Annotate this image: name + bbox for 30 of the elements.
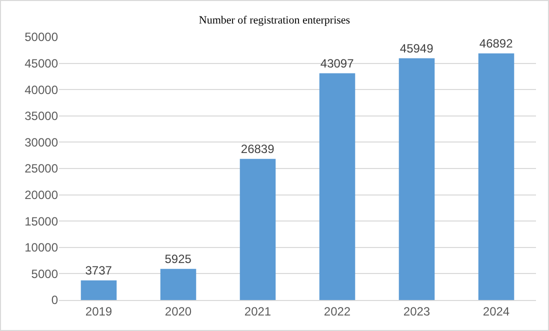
y-tick-label: 20000: [24, 188, 58, 202]
y-tick-label: 50000: [24, 30, 58, 44]
bar: [80, 280, 117, 300]
y-tick-label: 25000: [24, 162, 58, 176]
x-tick-label: 2024: [482, 304, 510, 318]
x-tick-label: 2021: [244, 304, 272, 318]
y-tick-label: 45000: [24, 56, 58, 70]
bar: [160, 268, 196, 300]
data-label: 5925: [164, 252, 192, 266]
bar: [240, 158, 276, 300]
y-tick-label: 15000: [24, 214, 58, 228]
y-tick-label: 0: [51, 293, 58, 308]
y-tick-label: 30000: [24, 135, 58, 150]
y-tick-label: 10000: [24, 240, 58, 255]
x-tick-label: 2023: [403, 304, 430, 318]
y-tick-label: 40000: [24, 82, 58, 97]
data-label: 43097: [320, 56, 354, 70]
x-tick-label: 2020: [164, 304, 192, 318]
bar: [478, 53, 514, 300]
bar: [319, 73, 356, 300]
data-label: 46892: [479, 36, 514, 50]
bar: [398, 58, 435, 300]
data-label: 45949: [400, 41, 434, 56]
y-tick-label: 5000: [31, 266, 58, 281]
x-tick-label: 2019: [85, 304, 112, 318]
y-tick-label: 35000: [24, 109, 58, 124]
data-label: 26839: [240, 142, 275, 156]
chart-title: Number of registration enterprises: [198, 14, 350, 27]
x-tick-label: 2022: [324, 304, 351, 318]
data-label: 3737: [85, 263, 112, 278]
